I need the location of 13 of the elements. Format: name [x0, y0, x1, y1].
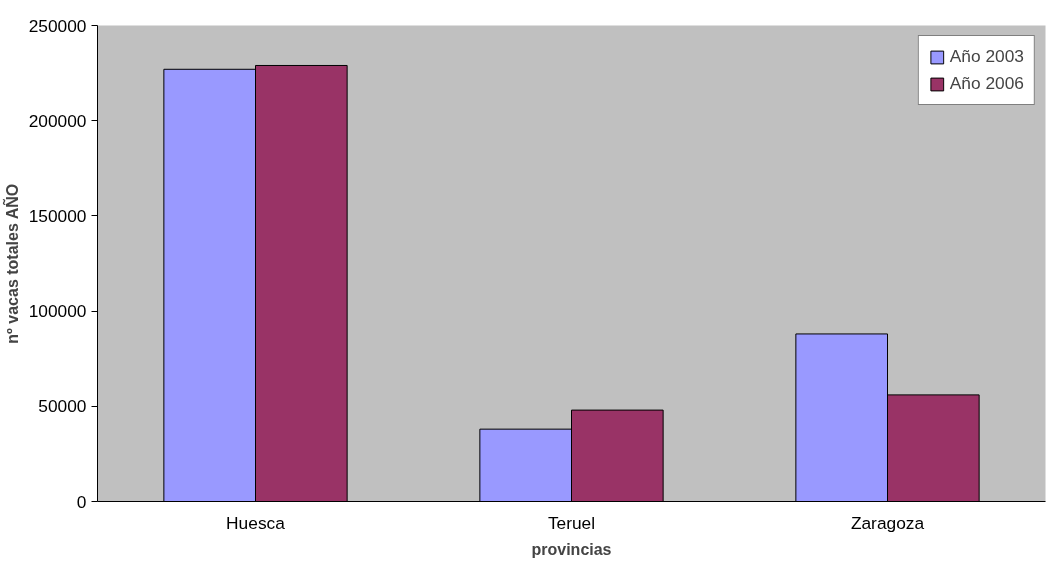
- x-tick-label: Huesca: [226, 512, 286, 533]
- y-tick-label: 200000: [28, 110, 87, 131]
- y-tick-label: 100000: [28, 301, 87, 322]
- y-tick-label: 150000: [28, 205, 87, 226]
- x-tick-label: Zaragoza: [850, 512, 925, 533]
- x-tick-label: Teruel: [547, 512, 596, 533]
- y-tick-label: 250000: [28, 15, 87, 36]
- legend-label: Año 2006: [949, 73, 1024, 94]
- y-tick-label: 50000: [38, 396, 87, 417]
- legend-label: Año 2003: [949, 46, 1024, 67]
- y-axis-title: nº vacas totales AÑO: [1, 183, 21, 344]
- x-axis-title: provincias: [531, 540, 612, 558]
- y-tick-label: 0: [76, 491, 87, 512]
